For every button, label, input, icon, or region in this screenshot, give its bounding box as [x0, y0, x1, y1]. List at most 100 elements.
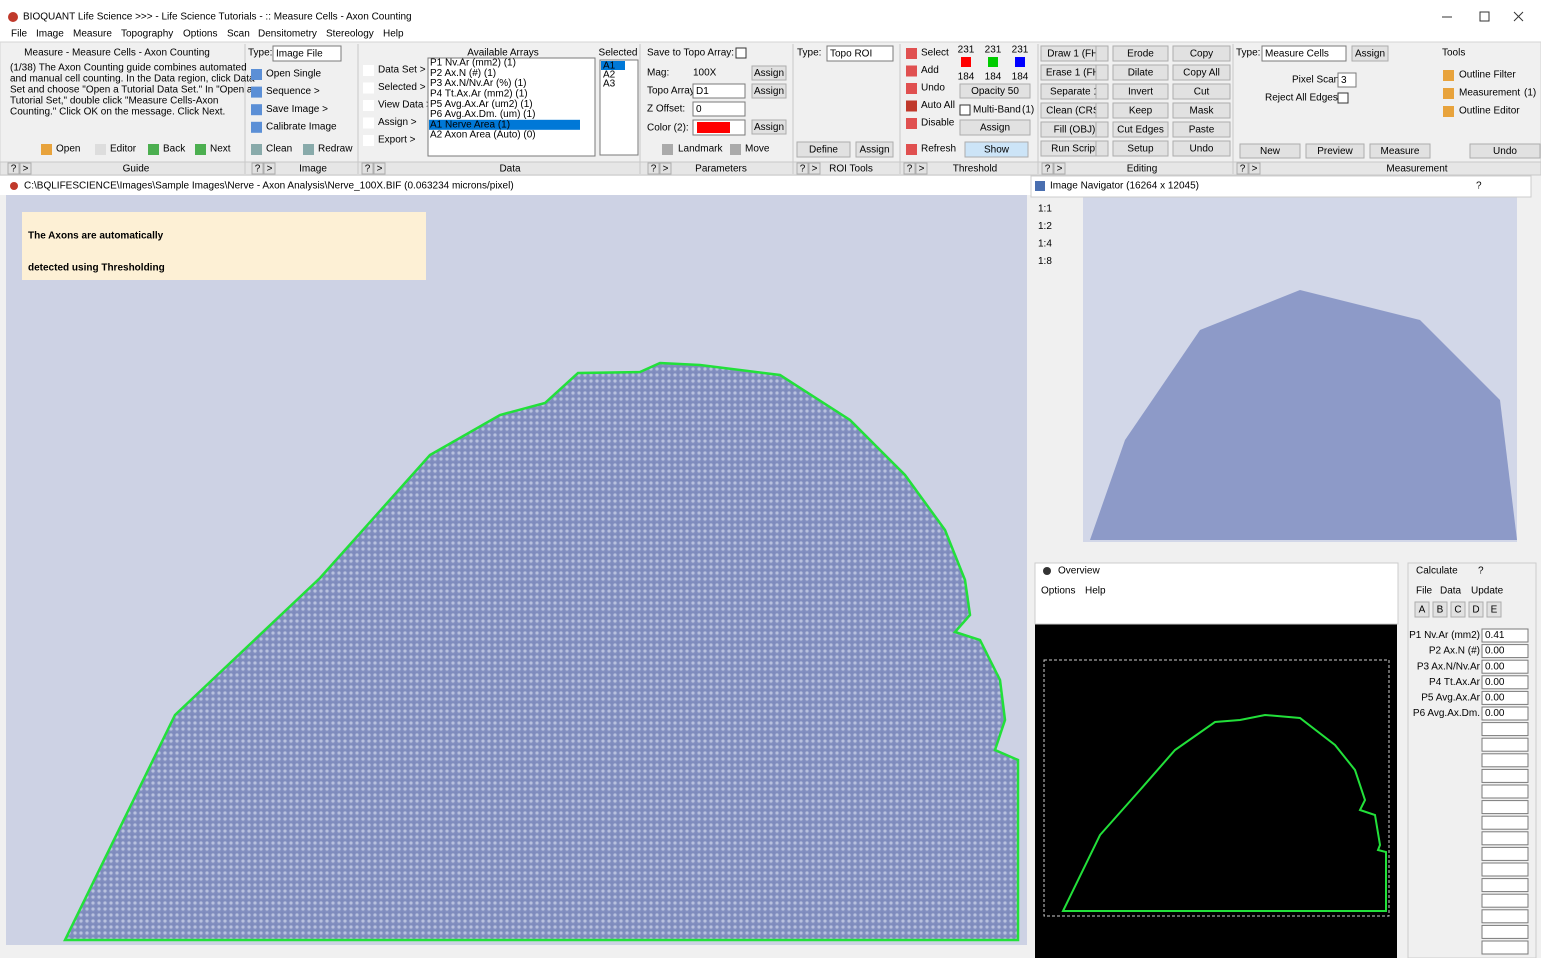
- menu-item[interactable]: Stereology: [326, 29, 374, 40]
- button-label[interactable]: Mask: [1190, 106, 1215, 117]
- checkbox[interactable]: [736, 48, 746, 58]
- zoom-button[interactable]: 1:2: [1038, 221, 1052, 232]
- button-label[interactable]: B: [1437, 605, 1444, 616]
- button-label[interactable]: >: [663, 164, 669, 175]
- input-value[interactable]: Measure Cells: [1265, 49, 1329, 60]
- button-label[interactable]: New: [1260, 146, 1281, 157]
- button-label[interactable]: Run Script: [1051, 144, 1098, 155]
- button-label[interactable]: >: [267, 164, 273, 175]
- label[interactable]: Landmark: [678, 144, 723, 155]
- guide-button[interactable]: Next: [210, 144, 231, 155]
- menu-item[interactable]: Update: [1471, 586, 1504, 597]
- dropdown[interactable]: [1096, 84, 1108, 99]
- button-label[interactable]: ?: [800, 164, 806, 175]
- menu-button[interactable]: Sequence >: [266, 86, 320, 97]
- button-label[interactable]: >: [919, 164, 925, 175]
- label[interactable]: Measurement: [1459, 88, 1520, 99]
- menu-item[interactable]: Topography: [121, 29, 173, 40]
- label[interactable]: Auto All: [921, 100, 955, 111]
- button-label[interactable]: Invert: [1128, 87, 1153, 98]
- input-value[interactable]: 3: [1341, 75, 1347, 86]
- menu-button[interactable]: Save Image >: [266, 104, 328, 115]
- label[interactable]: Disable: [921, 118, 955, 129]
- button-label[interactable]: ?: [651, 164, 657, 175]
- guide-button[interactable]: Open: [56, 144, 80, 155]
- label[interactable]: Select: [921, 48, 949, 59]
- button-label[interactable]: Show: [984, 145, 1010, 156]
- button-label[interactable]: Define: [809, 145, 838, 156]
- menu-item[interactable]: Densitometry: [258, 29, 317, 40]
- button-label[interactable]: Copy All: [1183, 68, 1220, 79]
- button-label[interactable]: A: [1419, 605, 1426, 616]
- button-label[interactable]: Assign: [754, 122, 784, 133]
- checkbox[interactable]: [1338, 93, 1348, 103]
- label[interactable]: Refresh: [921, 144, 956, 155]
- button-label[interactable]: Clean: [266, 144, 292, 155]
- button-label[interactable]: E: [1491, 605, 1498, 616]
- menu-item[interactable]: Measure: [73, 29, 112, 40]
- button-label[interactable]: Cut: [1194, 87, 1210, 98]
- button-label[interactable]: Assign: [754, 68, 784, 79]
- button-label[interactable]: Measure: [1381, 146, 1420, 157]
- button-label[interactable]: ?: [365, 164, 371, 175]
- button-label[interactable]: >: [1252, 164, 1258, 175]
- menu-button[interactable]: Selected >: [378, 82, 426, 93]
- button-label[interactable]: Erase 1 (FH): [1046, 68, 1103, 79]
- zoom-button[interactable]: 1:4: [1038, 239, 1052, 250]
- menu-button[interactable]: Data Set >: [378, 65, 426, 76]
- input-value[interactable]: 0: [696, 104, 702, 115]
- dropdown[interactable]: [1096, 103, 1108, 118]
- label[interactable]: Outline Editor: [1459, 106, 1520, 117]
- button-label[interactable]: Paste: [1189, 125, 1215, 136]
- button-label[interactable]: ?: [1240, 164, 1246, 175]
- menu-item[interactable]: Data: [1440, 586, 1462, 597]
- button-label[interactable]: Erode: [1127, 49, 1154, 60]
- button-label[interactable]: ?: [255, 164, 261, 175]
- button-label[interactable]: >: [1057, 164, 1063, 175]
- button-label[interactable]: Fill (OBJ): [1054, 125, 1096, 136]
- button-label[interactable]: Redraw: [318, 144, 353, 155]
- menu-button[interactable]: Assign >: [378, 117, 417, 128]
- button-label[interactable]: Assign: [1355, 49, 1385, 60]
- button-label[interactable]: Assign: [859, 145, 889, 156]
- button-label[interactable]: D: [1472, 605, 1479, 616]
- input-value[interactable]: Image File: [276, 49, 323, 60]
- input-value[interactable]: Topo ROI: [830, 49, 872, 60]
- button-label[interactable]: ?: [1045, 164, 1051, 175]
- button-label[interactable]: Keep: [1129, 106, 1153, 117]
- button-label[interactable]: ?: [907, 164, 913, 175]
- input-value[interactable]: D1: [696, 86, 709, 97]
- button-label[interactable]: Draw 1 (FH): [1047, 49, 1101, 60]
- button-label[interactable]: Separate 1: [1050, 87, 1099, 98]
- button-label[interactable]: Clean (CRS): [1046, 106, 1103, 117]
- menu-button[interactable]: View Data >: [378, 100, 432, 111]
- button-label[interactable]: C: [1454, 605, 1461, 616]
- dropdown[interactable]: [1096, 46, 1108, 61]
- button-label[interactable]: >: [23, 164, 29, 175]
- menu-button[interactable]: Calibrate Image: [266, 121, 337, 132]
- menu-item[interactable]: Options: [183, 29, 217, 40]
- button-label[interactable]: >: [377, 164, 383, 175]
- menu-item[interactable]: Image: [36, 29, 64, 40]
- label[interactable]: Undo: [921, 83, 945, 94]
- label[interactable]: Add: [921, 65, 939, 76]
- button-label[interactable]: Opacity 50: [971, 86, 1019, 97]
- dropdown[interactable]: [1096, 65, 1108, 80]
- menu-item[interactable]: Scan: [227, 29, 250, 40]
- button-label[interactable]: >: [812, 164, 818, 175]
- button-label[interactable]: Preview: [1317, 146, 1353, 157]
- list-item[interactable]: A3: [603, 79, 616, 90]
- button-label[interactable]: Dilate: [1128, 68, 1154, 79]
- label[interactable]: Outline Filter: [1459, 70, 1516, 81]
- zoom-button[interactable]: 1:8: [1038, 256, 1052, 267]
- menu-button[interactable]: Open Single: [266, 69, 321, 80]
- menu-item[interactable]: Help: [383, 29, 404, 40]
- zoom-button[interactable]: 1:1: [1038, 204, 1052, 215]
- button-label[interactable]: Assign: [980, 123, 1010, 134]
- menu-item[interactable]: File: [11, 29, 28, 40]
- dropdown[interactable]: [1096, 122, 1108, 137]
- list-item[interactable]: A2 Axon Area (Auto) (0): [430, 130, 536, 141]
- button-label[interactable]: Undo: [1493, 146, 1517, 157]
- button-label[interactable]: Setup: [1127, 144, 1154, 155]
- guide-button[interactable]: Back: [163, 144, 186, 155]
